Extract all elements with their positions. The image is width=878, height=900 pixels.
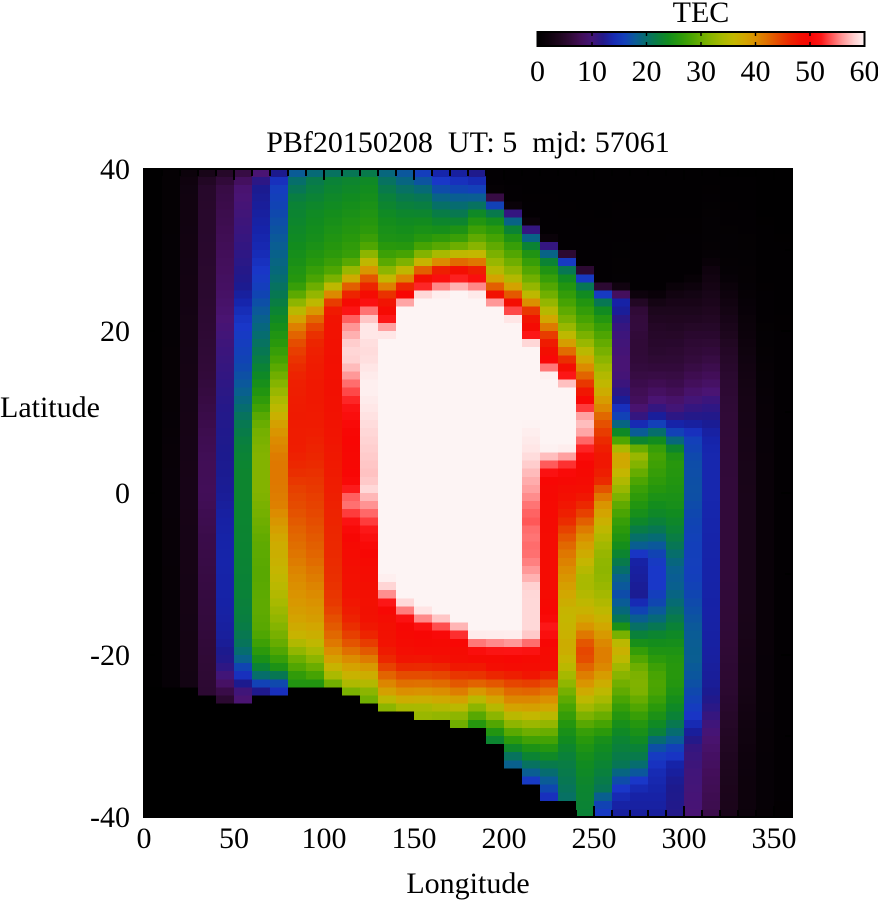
svg-text:10: 10 (577, 55, 607, 88)
svg-text:20: 20 (100, 315, 130, 348)
svg-text:20: 20 (632, 55, 662, 88)
svg-text:PBf20150208 UT: 5 mjd: 57061: PBf20150208 UT: 5 mjd: 57061 (266, 126, 670, 159)
svg-text:Longitude: Longitude (406, 867, 529, 900)
svg-text:TEC: TEC (673, 0, 730, 29)
svg-text:30: 30 (686, 55, 716, 88)
svg-text:-40: -40 (90, 801, 130, 834)
svg-text:0: 0 (115, 477, 130, 510)
svg-text:40: 40 (100, 153, 130, 186)
svg-text:40: 40 (741, 55, 771, 88)
svg-text:0: 0 (530, 55, 545, 88)
svg-text:50: 50 (219, 822, 249, 855)
svg-text:60: 60 (850, 55, 878, 88)
svg-text:200: 200 (482, 822, 527, 855)
svg-text:350: 350 (752, 822, 797, 855)
svg-text:0: 0 (137, 822, 152, 855)
svg-text:250: 250 (572, 822, 617, 855)
svg-text:100: 100 (302, 822, 347, 855)
svg-text:300: 300 (662, 822, 707, 855)
svg-text:Latitude: Latitude (0, 391, 100, 424)
svg-text:-20: -20 (90, 639, 130, 672)
svg-text:50: 50 (795, 55, 825, 88)
svg-text:150: 150 (392, 822, 437, 855)
